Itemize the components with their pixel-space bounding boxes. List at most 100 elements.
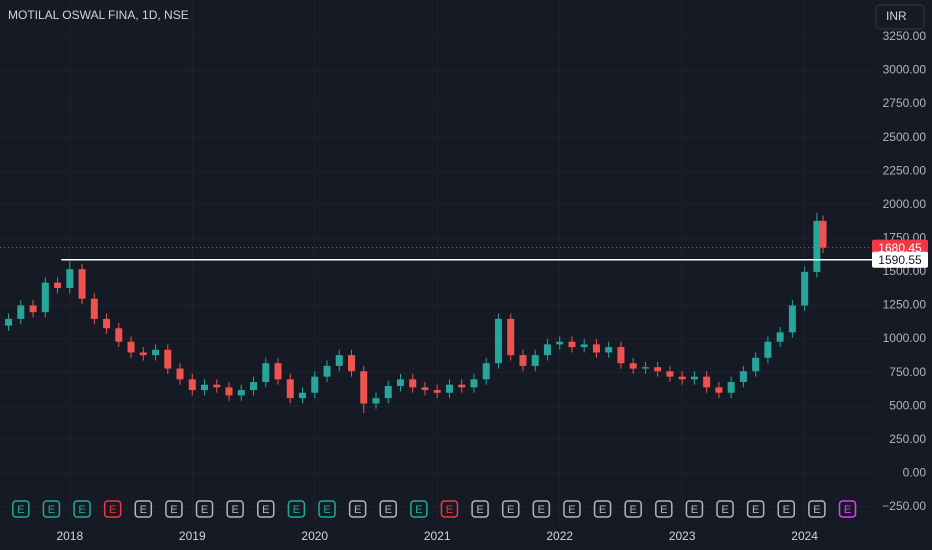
candle-body xyxy=(54,282,62,289)
x-tick-label: 2021 xyxy=(424,529,451,543)
event-badge xyxy=(103,500,122,518)
candle-body xyxy=(519,355,527,366)
candle-body xyxy=(250,382,258,391)
candle-body xyxy=(433,390,441,393)
candle-body xyxy=(225,387,233,396)
x-tick-label: 2023 xyxy=(669,529,696,543)
candle-body xyxy=(715,387,723,393)
event-label: E xyxy=(691,504,698,516)
y-tick-label: 750.00 xyxy=(889,365,926,379)
candle-body xyxy=(556,341,564,345)
event-badge xyxy=(257,500,275,518)
candle-body xyxy=(819,220,827,248)
event-label: E xyxy=(293,504,300,516)
y-tick-label: 3000.00 xyxy=(883,63,927,77)
event-label: E xyxy=(201,504,208,516)
event-badge xyxy=(440,500,459,518)
event-label: E xyxy=(813,504,820,516)
event-badge xyxy=(501,500,520,518)
event-label: E xyxy=(752,504,759,516)
candle-body xyxy=(323,365,331,377)
candle-body xyxy=(580,344,588,348)
candle-body xyxy=(335,355,343,366)
candle-body xyxy=(421,387,429,391)
y-tick-label: 0.00 xyxy=(903,465,927,479)
candle-body xyxy=(176,368,184,380)
candle-body xyxy=(482,363,490,380)
candle-body xyxy=(752,357,760,372)
candle-body xyxy=(41,282,49,313)
candle-body xyxy=(90,298,98,319)
candle-body xyxy=(617,347,625,364)
candle-body xyxy=(347,355,355,372)
y-tick-label: 2750.00 xyxy=(883,96,927,110)
event-label: E xyxy=(476,504,483,516)
candle-body xyxy=(470,379,478,388)
candle-body xyxy=(592,344,600,353)
event-badge xyxy=(410,500,428,518)
candle-body xyxy=(776,332,784,342)
event-badge xyxy=(471,500,489,518)
y-tick-label: 2250.00 xyxy=(883,163,927,177)
event-label: E xyxy=(783,504,790,516)
event-label: E xyxy=(538,504,545,516)
event-label: E xyxy=(231,504,238,516)
candle-body xyxy=(641,367,649,369)
event-label: E xyxy=(599,504,606,516)
currency-label[interactable]: INR xyxy=(886,9,907,23)
event-badge xyxy=(563,500,581,518)
event-badge xyxy=(134,500,153,518)
x-tick-label: 2020 xyxy=(301,529,328,543)
y-tick-label: 250.00 xyxy=(889,432,926,446)
event-badge xyxy=(685,500,704,518)
event-badge xyxy=(777,500,796,518)
event-label: E xyxy=(17,504,24,516)
x-tick-label: 2018 xyxy=(56,529,83,543)
candle-body xyxy=(372,398,380,404)
candle-body xyxy=(605,347,613,353)
candle-body xyxy=(311,376,319,393)
currency-button[interactable] xyxy=(875,4,925,30)
candle-body xyxy=(739,371,747,383)
event-badge xyxy=(838,500,857,518)
y-tick-label: 500.00 xyxy=(889,398,926,412)
candle-body xyxy=(445,384,453,393)
y-tick-label: 2500.00 xyxy=(883,130,927,144)
candle-body xyxy=(764,341,772,358)
event-badge xyxy=(593,500,612,518)
event-label: E xyxy=(507,504,514,516)
candle-body xyxy=(788,305,796,333)
candle-body xyxy=(127,341,135,353)
candle-body xyxy=(66,269,74,289)
y-tick-label: 1000.00 xyxy=(883,331,927,345)
price-label: 1590.55 xyxy=(878,253,922,267)
event-badge xyxy=(165,500,183,518)
event-label: E xyxy=(446,504,453,516)
candle-body xyxy=(703,376,711,388)
event-label: E xyxy=(568,504,575,516)
event-label: E xyxy=(109,504,116,516)
event-label: E xyxy=(170,504,177,516)
candle-body xyxy=(164,349,172,369)
candle-body xyxy=(568,341,576,348)
candle-body xyxy=(299,392,307,399)
event-label: E xyxy=(844,504,851,516)
candle-body xyxy=(262,363,270,383)
candle-body xyxy=(286,379,294,399)
price-label: 1680.45 xyxy=(878,241,922,255)
candle-body xyxy=(458,384,466,388)
overlay: −250.00 0.00 250.00 500.00 750.00 1000.00 1250… xyxy=(0,29,928,543)
x-tick-label: 2024 xyxy=(791,529,818,543)
event-label: E xyxy=(354,504,361,516)
event-badge xyxy=(348,500,367,518)
candle-body xyxy=(629,363,637,369)
event-badge xyxy=(226,500,244,518)
event-badge xyxy=(42,500,61,518)
event-label: E xyxy=(78,504,85,516)
y-tick-label: 3250.00 xyxy=(883,29,927,43)
event-label: E xyxy=(630,504,637,516)
event-label: E xyxy=(721,504,728,516)
